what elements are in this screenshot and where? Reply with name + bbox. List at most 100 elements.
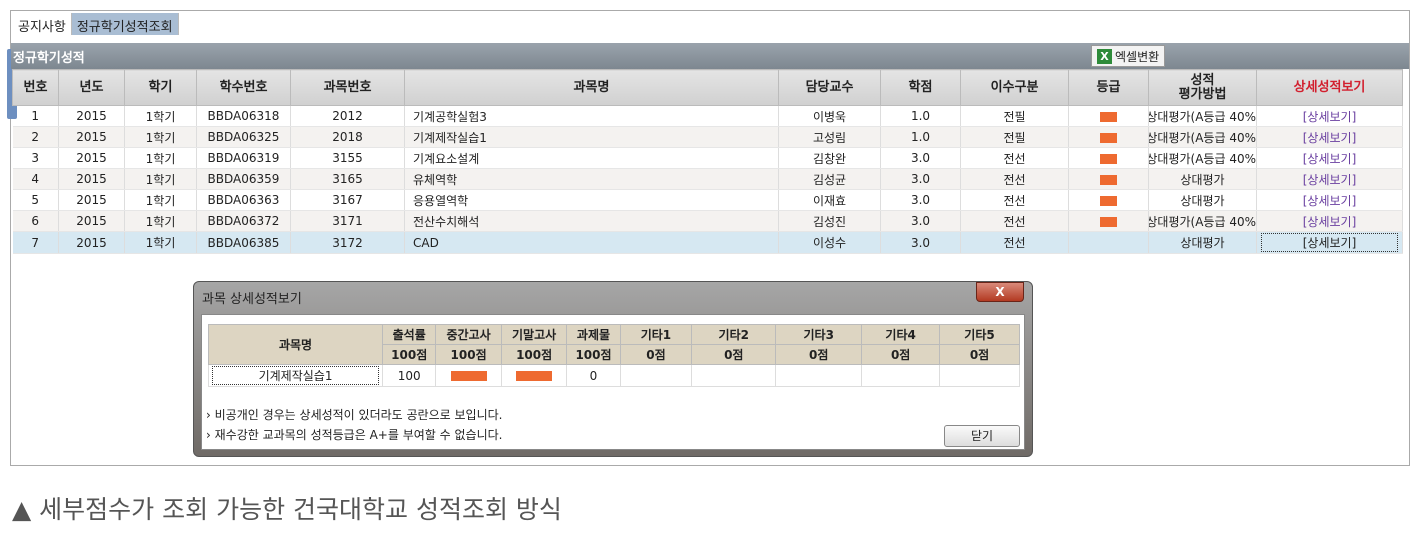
grades-window: 공지사항 정규학기성적조회 정규학기성적 X 엑셀변환 번호 년도 학기 학수번호 과목…	[7, 10, 1410, 466]
cell-code: BBDA06318	[196, 105, 291, 127]
detail-link[interactable]: [상세보기]	[1302, 109, 1357, 124]
cell-year: 2015	[58, 105, 125, 127]
note: › 비공개인 경우는 상세성적이 있더라도 공란으로 보입니다.	[206, 408, 503, 422]
max-score: 100점	[382, 344, 437, 365]
cell-subj_no: 2018	[290, 126, 405, 148]
cell-year: 2015	[58, 168, 125, 190]
cell-method: 상대평가(A등급 40%	[1148, 210, 1257, 232]
cell-detail: [상세보기]	[1256, 147, 1403, 169]
cell-credit: 3.0	[880, 189, 961, 211]
masked-score	[516, 371, 553, 381]
cell-year: 2015	[58, 189, 125, 211]
table-row[interactable]: 1 2015 1학기 BBDA06318 2012 기계공학실험3 이병욱 1.0 전필 상대평가…	[12, 105, 1403, 127]
tab-bar: 공지사항 정규학기성적조회	[13, 13, 179, 35]
cell-term: 1학기	[124, 231, 197, 254]
dialog-title: 과목 상세성적보기	[202, 292, 302, 307]
detail-header: 기타5	[939, 324, 1020, 345]
max-score: 0점	[861, 344, 941, 365]
column-header: 학기	[124, 69, 197, 106]
cell-name: 기계제작실습1	[404, 126, 779, 148]
table-row[interactable]: 5 2015 1학기 BBDA06363 3167 응용열역학 이재효 3.0 전선 상대평가 [상…	[12, 189, 1403, 211]
detail-header: 기타3	[775, 324, 863, 345]
tab-regular-grades[interactable]: 정규학기성적조회	[71, 13, 179, 35]
detail-link[interactable]: [상세보기]	[1302, 130, 1357, 145]
detail-table: 과목명 출석률 중간고사 기말고사 과제물 기타1 기타2 기타3 기타4 기타5 100점 100점…	[207, 324, 1020, 387]
cell-type: 전선	[960, 147, 1069, 169]
table-row[interactable]: 7 2015 1학기 BBDA06385 3172 CAD 이성수 3.0 전선 상대평가 [상세보…	[12, 231, 1403, 254]
score-cell	[435, 364, 502, 387]
detail-link[interactable]: [상세보기]	[1302, 193, 1357, 208]
close-button[interactable]: 닫기	[944, 425, 1020, 447]
cell-type: 전선	[960, 168, 1069, 190]
max-score: 100점	[566, 344, 621, 365]
cell-code: BBDA06372	[196, 210, 291, 232]
score-cell	[775, 364, 863, 387]
column-header: 상세성적보기	[1256, 69, 1403, 106]
cell-term: 1학기	[124, 189, 197, 211]
grades-table: 번호 년도 학기 학수번호 과목번호 과목명 담당교수 학점 이수구분 등급 성적 평가방법 상세성적…	[12, 69, 1403, 254]
column-header: 과목번호	[290, 69, 405, 106]
max-score: 100점	[500, 344, 568, 365]
cell-grade	[1068, 168, 1149, 190]
cell-credit: 3.0	[880, 147, 961, 169]
table-row[interactable]: 4 2015 1학기 BBDA06359 3165 유체역학 김성균 3.0 전선 상대평가 [상세…	[12, 168, 1403, 190]
detail-link[interactable]: [상세보기]	[1302, 214, 1357, 229]
cell-method: 상대평가(A등급 40%	[1148, 105, 1257, 127]
cell-credit: 3.0	[880, 231, 961, 254]
cell-credit: 1.0	[880, 126, 961, 148]
column-header: 과목명	[404, 69, 779, 106]
table-row[interactable]: 6 2015 1학기 BBDA06372 3171 전산수치해석 김성진 3.0 전선 상대평가(…	[12, 210, 1403, 232]
cell-no: 1	[12, 105, 59, 127]
cell-term: 1학기	[124, 126, 197, 148]
cell-detail: [상세보기]	[1256, 210, 1403, 232]
cell-method: 상대평가	[1148, 231, 1257, 254]
cell-type: 전필	[960, 105, 1069, 127]
column-header: 담당교수	[778, 69, 881, 106]
column-header: 성적 평가방법	[1148, 69, 1257, 106]
cell-type: 전선	[960, 210, 1069, 232]
detail-header: 기말고사	[500, 324, 568, 345]
max-score: 0점	[939, 344, 1020, 365]
tab-notice[interactable]: 공지사항	[13, 13, 72, 35]
cell-term: 1학기	[124, 105, 197, 127]
cell-prof: 이재효	[778, 189, 881, 211]
score-cell	[939, 364, 1020, 387]
cell-no: 3	[12, 147, 59, 169]
detail-link[interactable]: [상세보기]	[1302, 151, 1357, 166]
cell-credit: 3.0	[880, 168, 961, 190]
cell-code: BBDA06325	[196, 126, 291, 148]
max-score: 100점	[435, 344, 502, 365]
cell-subj_no: 3171	[290, 210, 405, 232]
cell-type: 전선	[960, 231, 1069, 254]
cell-grade	[1068, 210, 1149, 232]
note: › 재수강한 교과목의 성적등급은 A+를 부여할 수 없습니다.	[206, 428, 503, 442]
table-row[interactable]: 3 2015 1학기 BBDA06319 3155 기계요소설계 김창완 3.0 전선 상대평가(…	[12, 147, 1403, 169]
column-header: 년도	[58, 69, 125, 106]
cell-subj_no: 3172	[290, 231, 405, 254]
masked-grade	[1100, 216, 1117, 227]
excel-export-button[interactable]: X 엑셀변환	[1091, 45, 1166, 67]
cell-type: 전필	[960, 126, 1069, 148]
cell-prof: 고성림	[778, 126, 881, 148]
masked-grade	[1100, 132, 1117, 143]
score-cell	[619, 364, 693, 387]
notes: › 비공개인 경우는 상세성적이 있더라도 공란으로 보입니다. › 재수강한 …	[206, 405, 502, 445]
table-row[interactable]: 2 2015 1학기 BBDA06325 2018 기계제작실습1 고성림 1.0 전필 상대평가…	[12, 126, 1403, 148]
cell-term: 1학기	[124, 168, 197, 190]
masked-score	[450, 371, 487, 381]
cell-subj_no: 3165	[290, 168, 405, 190]
cell-type: 전선	[960, 189, 1069, 211]
cell-detail: [상세보기]	[1256, 189, 1403, 211]
cell-credit: 1.0	[880, 105, 961, 127]
detail-link[interactable]: [상세보기]	[1302, 172, 1357, 187]
cell-code: BBDA06359	[196, 168, 291, 190]
detail-header: 기타1	[619, 324, 693, 345]
close-icon[interactable]: X	[976, 282, 1024, 302]
section-title: 정규학기성적	[13, 51, 85, 66]
detail-grade-dialog: 과목 상세성적보기 X 과목명 출석률 중간고사 기말고사 과제물 기타1 기타2 기타3 기타…	[193, 281, 1033, 457]
figure-caption: ▲ 세부점수가 조회 가능한 건국대학교 성적조회 방식	[12, 495, 562, 524]
cell-prof: 김성진	[778, 210, 881, 232]
detail-link[interactable]: [상세보기]	[1261, 233, 1398, 252]
column-header: 학수번호	[196, 69, 291, 106]
cell-detail: [상세보기]	[1256, 231, 1403, 254]
